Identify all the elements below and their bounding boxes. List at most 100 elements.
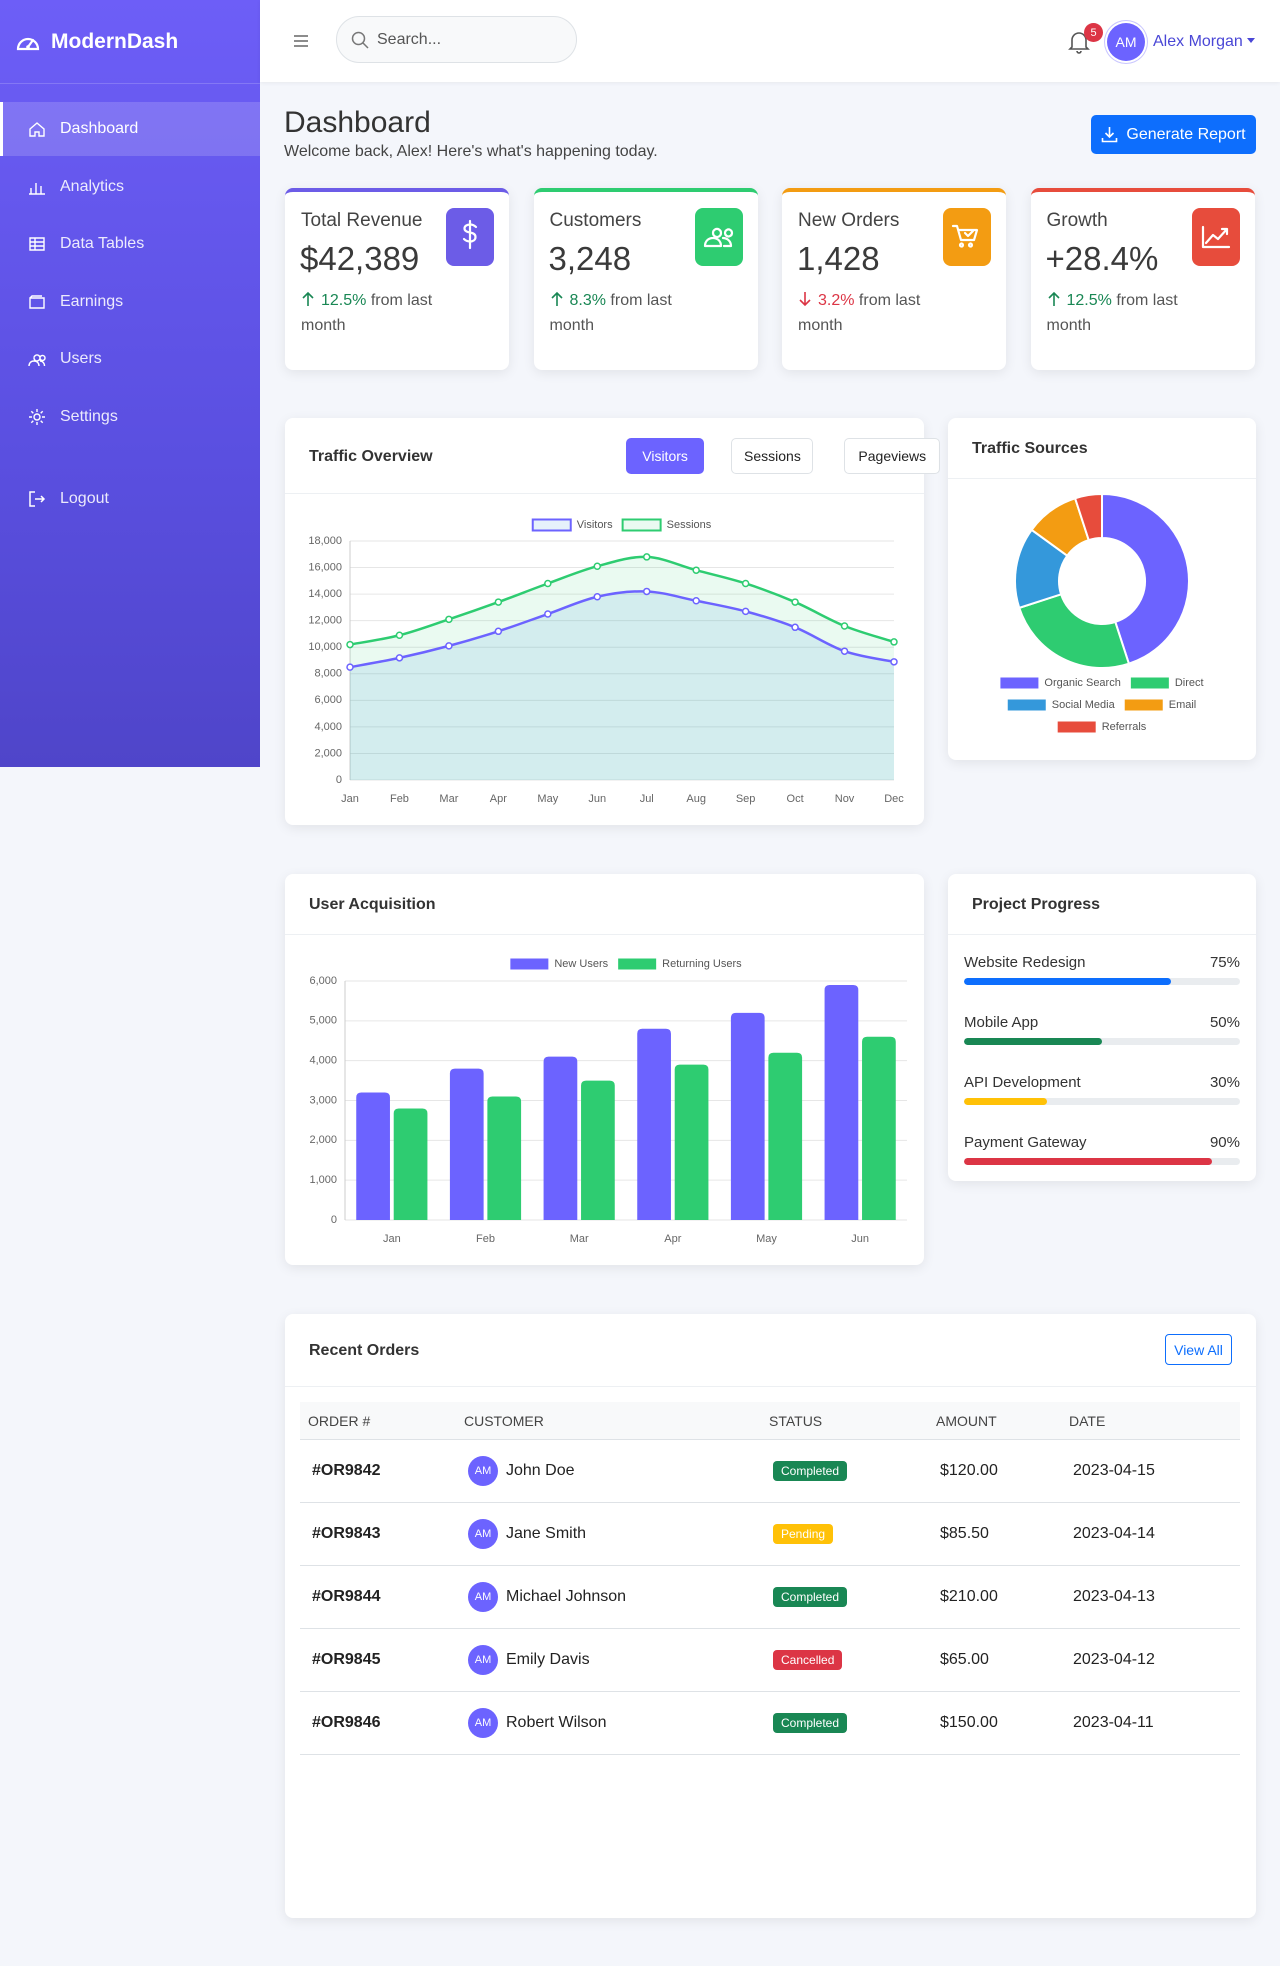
trend-arrow-shape bbox=[1047, 291, 1060, 306]
legend-swatch bbox=[1057, 721, 1096, 733]
search-box[interactable]: Search... bbox=[336, 16, 577, 63]
project-name: Payment Gateway bbox=[964, 1134, 1087, 1151]
trend-arrow-shape bbox=[302, 291, 314, 306]
stat-icon bbox=[1191, 208, 1240, 266]
project-percent: 90% bbox=[1209, 1134, 1240, 1151]
legend-label: New Users bbox=[554, 958, 608, 970]
x-tick-label: Mar bbox=[570, 1233, 589, 1245]
logout-icon bbox=[29, 491, 46, 507]
data-point bbox=[890, 638, 898, 646]
x-tick-label: Nov bbox=[835, 793, 855, 805]
x-tick-label: Aug bbox=[686, 793, 706, 805]
order-date: 2023-04-15 bbox=[1073, 1462, 1155, 1479]
data-point bbox=[593, 593, 602, 601]
status-badge: Completed bbox=[773, 1587, 848, 1607]
trend-arrow-shape bbox=[550, 291, 563, 306]
user-avatar[interactable]: AM bbox=[1107, 23, 1145, 61]
stat-card: New Orders 1,428 3.2% from last month bbox=[782, 188, 1006, 370]
y-tick-label: 14,000 bbox=[308, 588, 342, 600]
x-tick-label: May bbox=[756, 1233, 777, 1245]
stat-value: $42,389 bbox=[300, 240, 420, 277]
view-all-button[interactable]: View All bbox=[1165, 1334, 1232, 1365]
status-badge: Cancelled bbox=[773, 1650, 843, 1670]
card-title: Recent Orders bbox=[309, 1342, 420, 1359]
x-tick-label: Feb bbox=[390, 793, 409, 805]
stat-change: 8.3% from last month bbox=[550, 288, 690, 338]
stat-value: 1,428 bbox=[797, 240, 880, 277]
stat-title: Customers bbox=[549, 210, 642, 231]
customer-avatar: AM bbox=[468, 1519, 498, 1549]
x-tick-label: Apr bbox=[664, 1233, 681, 1245]
logout[interactable]: Logout bbox=[0, 472, 260, 526]
nav-label: Dashboard bbox=[60, 120, 139, 137]
order-date: 2023-04-14 bbox=[1073, 1525, 1155, 1542]
stat-value: +28.4% bbox=[1045, 240, 1159, 277]
nav-label: Analytics bbox=[60, 177, 125, 195]
nav-icon bbox=[29, 122, 45, 137]
page-title: Dashboard bbox=[284, 106, 431, 139]
nav-item[interactable]: Earnings bbox=[0, 275, 260, 329]
nav-item[interactable]: Data Tables bbox=[0, 217, 260, 271]
data-point bbox=[692, 597, 700, 605]
y-tick-label: 4,000 bbox=[314, 721, 342, 733]
order-id: #OR9845 bbox=[312, 1651, 381, 1668]
data-point bbox=[346, 663, 354, 671]
project-percent: 50% bbox=[1209, 1014, 1240, 1031]
bar bbox=[674, 1064, 709, 1220]
stat-icon-glyph bbox=[951, 224, 979, 248]
x-tick-label: Oct bbox=[787, 793, 804, 805]
nav-item[interactable]: Settings bbox=[0, 390, 260, 444]
legend-swatch bbox=[1124, 699, 1163, 711]
data-point bbox=[791, 598, 799, 606]
trend-arrow-shape bbox=[799, 292, 811, 307]
card-divider bbox=[285, 1386, 1256, 1387]
nav-label: Users bbox=[60, 350, 102, 367]
series-area bbox=[350, 591, 894, 780]
traffic-tab[interactable]: Sessions bbox=[731, 438, 814, 474]
nav-item[interactable]: Dashboard bbox=[0, 102, 260, 156]
status-badge: Completed bbox=[773, 1461, 848, 1481]
customer-name: John Doe bbox=[506, 1462, 575, 1479]
customer-name: Emily Davis bbox=[506, 1651, 590, 1668]
notification-bell[interactable] bbox=[1068, 30, 1090, 54]
nav-item[interactable]: Users bbox=[0, 332, 260, 386]
data-point bbox=[692, 566, 700, 574]
data-point bbox=[346, 640, 354, 649]
x-tick-label: Jan bbox=[383, 1233, 401, 1245]
generate-report-button[interactable]: Generate Report bbox=[1091, 115, 1256, 154]
bar bbox=[862, 1036, 896, 1220]
progress-track bbox=[964, 1158, 1240, 1165]
stat-change-value: 12.5% bbox=[321, 292, 367, 309]
nav-icon-shape bbox=[29, 408, 45, 425]
stat-icon-shape bbox=[703, 227, 733, 248]
y-tick-label: 4,000 bbox=[309, 1055, 337, 1067]
stat-change-note: from last month bbox=[798, 292, 921, 334]
legend-label: Organic Search bbox=[1044, 677, 1120, 689]
nav-icon bbox=[29, 237, 45, 251]
stat-change-note: from last month bbox=[549, 292, 672, 334]
project-name: Website Redesign bbox=[964, 954, 1086, 971]
legend-label: Direct bbox=[1175, 677, 1204, 689]
order-id: #OR9844 bbox=[312, 1588, 381, 1605]
nav-icon-shape bbox=[29, 122, 45, 137]
traffic-tab[interactable]: Pageviews bbox=[844, 438, 941, 474]
stat-title: Total Revenue bbox=[301, 210, 423, 231]
legend-label: Sessions bbox=[667, 519, 712, 531]
user-name[interactable]: Alex Morgan bbox=[1153, 33, 1243, 50]
menu-toggle[interactable] bbox=[293, 34, 309, 48]
table-header-cell: ORDER # bbox=[308, 1413, 371, 1429]
customer-name: Jane Smith bbox=[506, 1525, 587, 1542]
legend-swatch bbox=[531, 518, 572, 532]
nav-icon-shape bbox=[29, 237, 45, 251]
legend-swatch bbox=[510, 958, 549, 970]
traffic-tab[interactable]: Visitors bbox=[626, 438, 705, 474]
data-point bbox=[791, 623, 799, 632]
stat-icon bbox=[446, 208, 494, 266]
stat-change-value: 12.5% bbox=[1066, 292, 1112, 309]
nav-icon-shape bbox=[29, 182, 45, 195]
data-point bbox=[445, 615, 453, 624]
nav-item[interactable]: Analytics bbox=[0, 160, 260, 214]
table-row bbox=[300, 1502, 1240, 1503]
data-point bbox=[890, 658, 898, 666]
order-amount: $150.00 bbox=[940, 1714, 998, 1731]
